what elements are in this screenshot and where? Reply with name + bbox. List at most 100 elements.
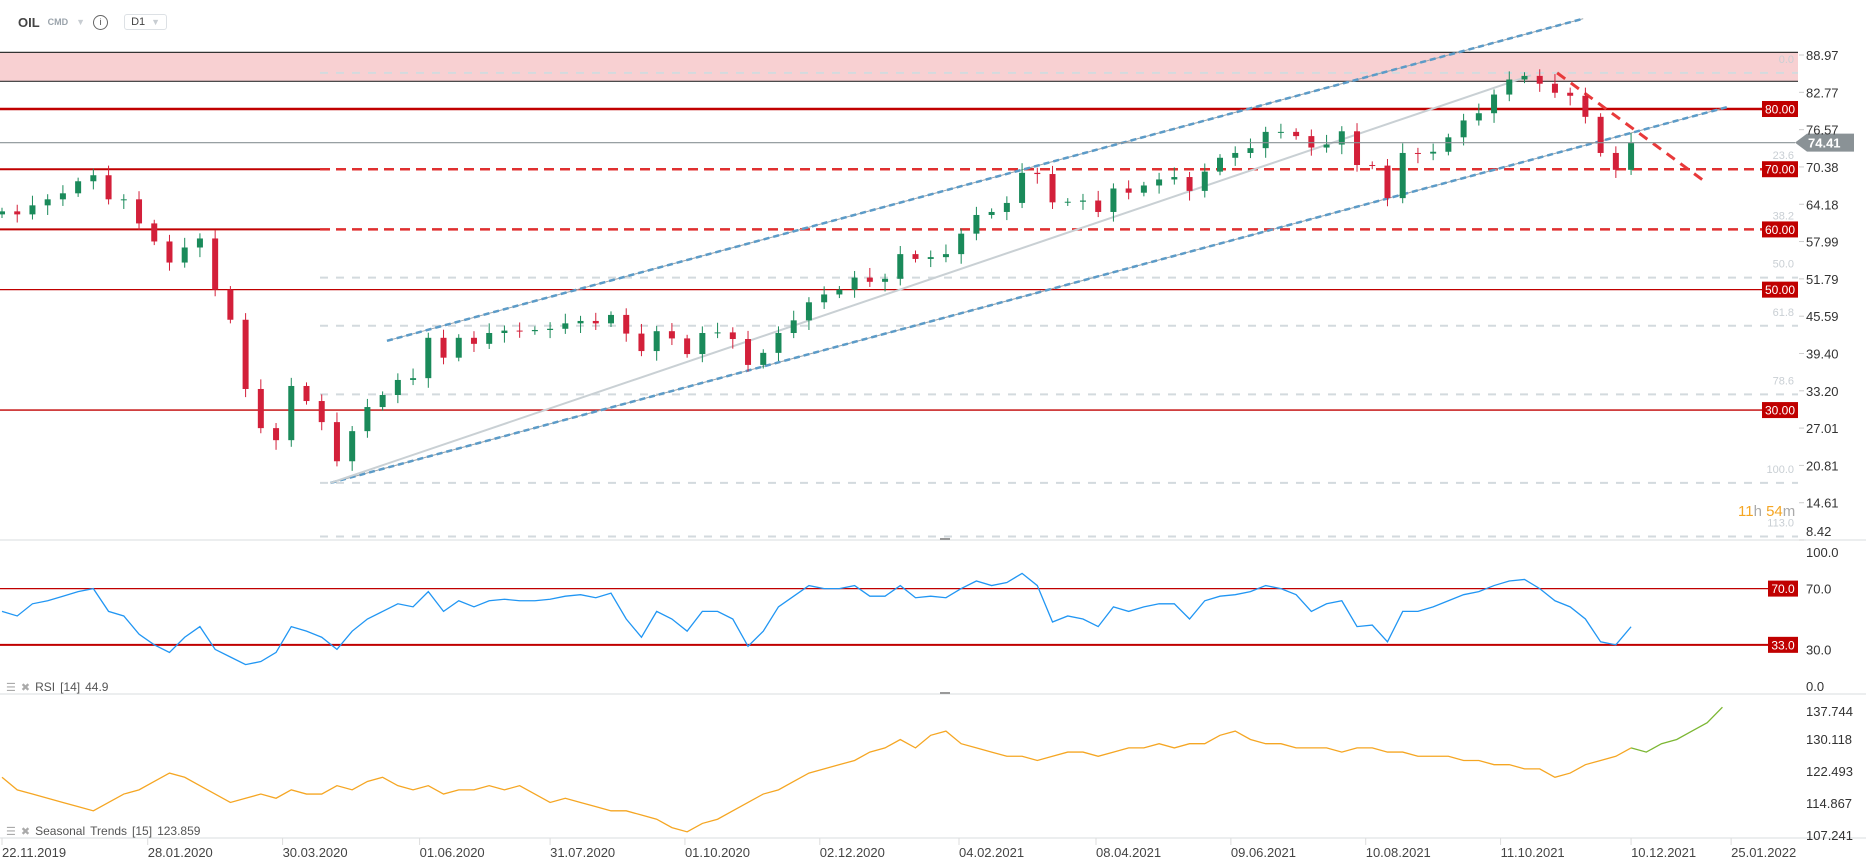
candle-body xyxy=(242,319,249,389)
price-axis-label: 8.42 xyxy=(1806,524,1831,539)
candle-body xyxy=(714,332,721,334)
candle-body xyxy=(364,407,371,432)
candle-body xyxy=(212,238,219,290)
candle-body xyxy=(1049,174,1056,203)
trendlines[interactable] xyxy=(330,17,1728,485)
candle-body xyxy=(0,211,5,215)
current-price-label: 74.41 xyxy=(1808,136,1841,151)
candle-body xyxy=(1475,113,1482,121)
candle-body xyxy=(1232,152,1239,158)
close-icon[interactable]: ✖ xyxy=(20,681,31,694)
trendline-gray xyxy=(330,74,1532,484)
date-axis-label: 25.01.2022 xyxy=(1731,845,1796,860)
seasonal-name: Seasonal xyxy=(35,824,86,838)
candle-body xyxy=(1460,120,1467,138)
fib-label: 113.0 xyxy=(1767,518,1794,530)
symbol-name[interactable]: OIL xyxy=(18,14,40,30)
candle-body xyxy=(1262,131,1269,149)
candle-body xyxy=(1217,157,1223,172)
candle-body xyxy=(1445,137,1452,152)
candle-body xyxy=(1277,131,1284,133)
price-axis-label: 27.01 xyxy=(1806,421,1839,436)
candle-body xyxy=(1384,165,1391,199)
candle-body xyxy=(318,401,325,423)
candles xyxy=(0,69,1635,471)
fibonacci-retracement[interactable]: 0.0 23.6 38.2 50.0 61.8 78.6 100.0 113.0 xyxy=(320,54,1798,538)
market-type[interactable]: CMD xyxy=(47,17,69,27)
candle-body xyxy=(1323,144,1330,148)
rsi-axis-label: 30.0 xyxy=(1806,642,1831,657)
date-axis-label: 04.02.2021 xyxy=(959,845,1024,860)
rsi-level-label: 33.0 xyxy=(1771,638,1795,652)
settings-icon[interactable]: ☰ xyxy=(6,681,16,694)
chart-header: OIL CMD ▼ i D1 ▼ xyxy=(18,12,168,32)
candle-body xyxy=(1247,148,1254,153)
candle-body xyxy=(1582,95,1589,117)
candle-body xyxy=(440,337,447,358)
candle-body xyxy=(1064,201,1071,203)
price-axis-label: 45.59 xyxy=(1806,309,1839,324)
candle-body xyxy=(729,332,736,340)
market-dropdown-icon[interactable]: ▼ xyxy=(76,17,86,27)
candle-body xyxy=(927,257,934,259)
axes: 88.97 82.77 76.57 70.38 64.18 57.99 51.79 45.59… xyxy=(0,48,1866,860)
candle-body xyxy=(410,378,417,380)
fib-label: 61.8 xyxy=(1773,307,1794,319)
rsi-pane: 70.0 33.0 xyxy=(0,572,1798,666)
candle-body xyxy=(745,339,752,365)
rsi-level-box xyxy=(1768,580,1798,597)
resistance-zone-fill xyxy=(0,52,1798,82)
candle-countdown: 11h 54m xyxy=(1738,503,1795,520)
timeframe-value: D1 xyxy=(131,16,146,28)
candle-body xyxy=(866,277,873,282)
rsi-axis-label: 100.0 xyxy=(1806,545,1839,560)
rsi-axis-label: 70.0 xyxy=(1806,582,1831,597)
candle-body xyxy=(1003,202,1010,212)
candle-body xyxy=(592,320,599,324)
candle-body xyxy=(257,388,264,429)
fib-label: 38.2 xyxy=(1773,210,1794,222)
candle-body xyxy=(288,385,295,441)
candle-body xyxy=(1293,131,1300,137)
candle-body xyxy=(775,332,782,353)
candle-body xyxy=(394,379,401,396)
candle-body xyxy=(136,199,143,224)
close-icon[interactable]: ✖ xyxy=(20,825,31,838)
candle-body xyxy=(668,331,675,339)
channel-upper-line xyxy=(386,17,1584,343)
candle-body xyxy=(1186,177,1193,191)
candle-body xyxy=(1567,92,1574,96)
candle-body xyxy=(516,330,523,332)
seasonal-axis-label: 137.744 xyxy=(1806,704,1853,719)
candle-body xyxy=(547,328,554,330)
info-icon[interactable]: i xyxy=(93,14,109,30)
timeframe-select[interactable]: D1 ▼ xyxy=(124,14,168,30)
candle-body xyxy=(196,238,203,248)
date-axis-label: 22.11.2019 xyxy=(2,845,66,860)
price-axis-label: 51.79 xyxy=(1806,272,1839,287)
candle-body xyxy=(1110,188,1117,212)
candle-body xyxy=(1034,172,1041,175)
date-axis-label: 01.10.2020 xyxy=(685,845,750,860)
channel-lower-line xyxy=(330,105,1728,485)
level-label-box xyxy=(1762,402,1798,419)
level-label: 30.00 xyxy=(1765,404,1795,418)
candle-body xyxy=(1551,83,1558,93)
candle-body xyxy=(790,320,797,333)
chevron-down-icon: ▼ xyxy=(151,17,161,27)
date-axis-label: 01.06.2020 xyxy=(420,845,485,860)
current-price-line: 74.41 xyxy=(0,133,1854,152)
candle-body xyxy=(608,314,614,324)
rsi-value: 44.9 xyxy=(85,680,109,694)
candle-body xyxy=(105,175,112,200)
seasonal-legend: ☰ ✖ Seasonal Trends [15] 123.859 xyxy=(6,824,200,838)
candle-body xyxy=(1597,116,1604,153)
fib-label: 0.0 xyxy=(1779,54,1794,66)
horizontal-levels[interactable]: 80.00 70.00 60.00 50.00 30.00 xyxy=(0,101,1798,419)
candle-body xyxy=(227,289,234,320)
candle-body xyxy=(1171,177,1178,180)
candle-body xyxy=(1095,200,1102,212)
candle-body xyxy=(75,181,82,194)
settings-icon[interactable]: ☰ xyxy=(6,825,16,838)
